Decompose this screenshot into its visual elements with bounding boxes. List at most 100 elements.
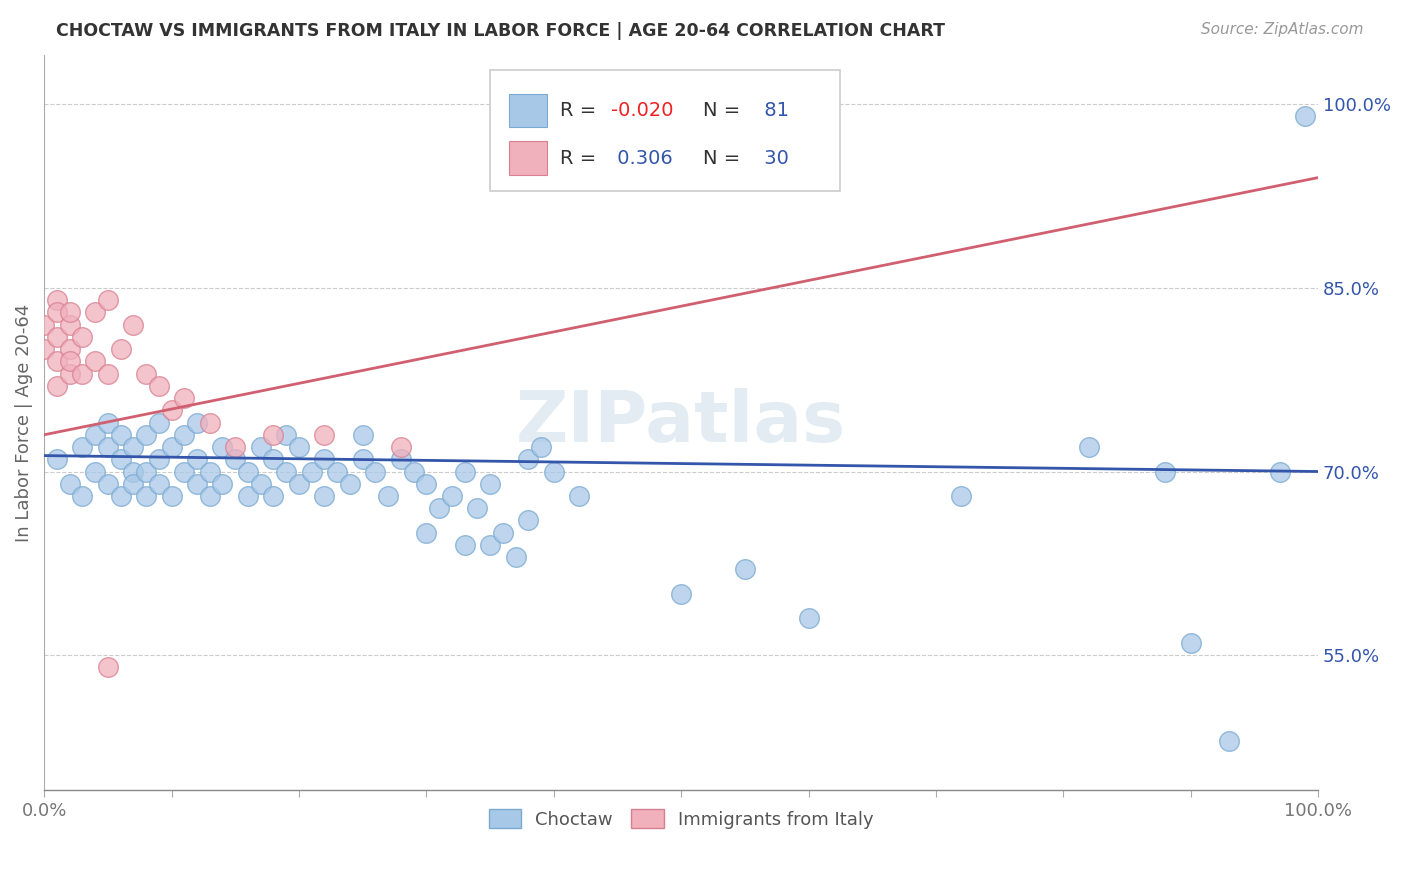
FancyBboxPatch shape xyxy=(491,70,841,191)
Text: 0.306: 0.306 xyxy=(612,148,673,168)
Point xyxy=(453,465,475,479)
Point xyxy=(160,489,183,503)
Point xyxy=(32,318,55,332)
Point xyxy=(58,354,80,368)
Text: 81: 81 xyxy=(758,101,789,120)
Point xyxy=(148,476,170,491)
Point xyxy=(72,440,94,454)
Point xyxy=(249,476,271,491)
Text: -0.020: -0.020 xyxy=(612,101,673,120)
Point xyxy=(1180,636,1202,650)
Point xyxy=(110,489,132,503)
Point xyxy=(173,427,195,442)
Text: 30: 30 xyxy=(758,148,789,168)
Point xyxy=(122,318,145,332)
Point xyxy=(415,476,437,491)
Point xyxy=(402,465,425,479)
Point xyxy=(97,293,120,307)
Point xyxy=(110,452,132,467)
Point xyxy=(453,538,475,552)
Point xyxy=(734,562,756,576)
Point xyxy=(84,427,107,442)
Point xyxy=(276,465,298,479)
Point xyxy=(440,489,463,503)
Point xyxy=(211,440,233,454)
Point xyxy=(276,427,298,442)
Point xyxy=(224,452,246,467)
Point xyxy=(32,342,55,356)
Point xyxy=(160,440,183,454)
Point xyxy=(122,440,145,454)
Point xyxy=(492,525,515,540)
Point xyxy=(135,489,157,503)
Point xyxy=(84,305,107,319)
Point xyxy=(45,293,67,307)
Point xyxy=(530,440,553,454)
Point xyxy=(135,427,157,442)
Text: R =: R = xyxy=(560,148,603,168)
Point xyxy=(543,465,565,479)
Point xyxy=(160,403,183,417)
Point xyxy=(97,367,120,381)
Point xyxy=(1294,109,1316,123)
Text: R =: R = xyxy=(560,101,603,120)
Text: N =: N = xyxy=(703,148,747,168)
Point xyxy=(110,342,132,356)
Point xyxy=(110,427,132,442)
Point xyxy=(389,440,412,454)
Point xyxy=(517,514,540,528)
Point xyxy=(224,440,246,454)
Point xyxy=(314,427,336,442)
Text: CHOCTAW VS IMMIGRANTS FROM ITALY IN LABOR FORCE | AGE 20-64 CORRELATION CHART: CHOCTAW VS IMMIGRANTS FROM ITALY IN LABO… xyxy=(56,22,945,40)
Text: N =: N = xyxy=(703,101,747,120)
Point xyxy=(72,330,94,344)
Point xyxy=(84,465,107,479)
Text: ZIPatlas: ZIPatlas xyxy=(516,388,846,457)
Point xyxy=(1218,734,1240,748)
Text: Source: ZipAtlas.com: Source: ZipAtlas.com xyxy=(1201,22,1364,37)
Point xyxy=(389,452,412,467)
Point xyxy=(148,452,170,467)
Point xyxy=(568,489,591,503)
Point xyxy=(58,367,80,381)
Point xyxy=(58,318,80,332)
Point xyxy=(173,391,195,405)
Point xyxy=(465,501,488,516)
Point xyxy=(135,367,157,381)
Point xyxy=(326,465,349,479)
Point xyxy=(122,465,145,479)
Point xyxy=(186,416,208,430)
Point xyxy=(1077,440,1099,454)
Point xyxy=(314,452,336,467)
Point xyxy=(479,476,502,491)
Point xyxy=(950,489,973,503)
Point xyxy=(45,452,67,467)
Point xyxy=(288,440,311,454)
Point xyxy=(97,440,120,454)
Point xyxy=(97,660,120,674)
Bar xyxy=(509,142,547,175)
Point xyxy=(186,476,208,491)
Legend: Choctaw, Immigrants from Italy: Choctaw, Immigrants from Italy xyxy=(481,802,882,836)
Point xyxy=(72,367,94,381)
Point xyxy=(186,452,208,467)
Point xyxy=(262,489,284,503)
Point xyxy=(97,476,120,491)
Point xyxy=(262,427,284,442)
Point xyxy=(797,611,820,625)
Point xyxy=(122,476,145,491)
Point xyxy=(364,465,387,479)
Point xyxy=(505,550,527,565)
Point xyxy=(198,465,221,479)
Point xyxy=(479,538,502,552)
Point xyxy=(173,465,195,479)
Point xyxy=(314,489,336,503)
Point xyxy=(198,416,221,430)
Point xyxy=(543,146,565,161)
Point xyxy=(148,378,170,392)
Point xyxy=(262,452,284,467)
Point xyxy=(236,465,259,479)
Point xyxy=(301,465,323,479)
Point xyxy=(352,427,374,442)
Point xyxy=(288,476,311,491)
